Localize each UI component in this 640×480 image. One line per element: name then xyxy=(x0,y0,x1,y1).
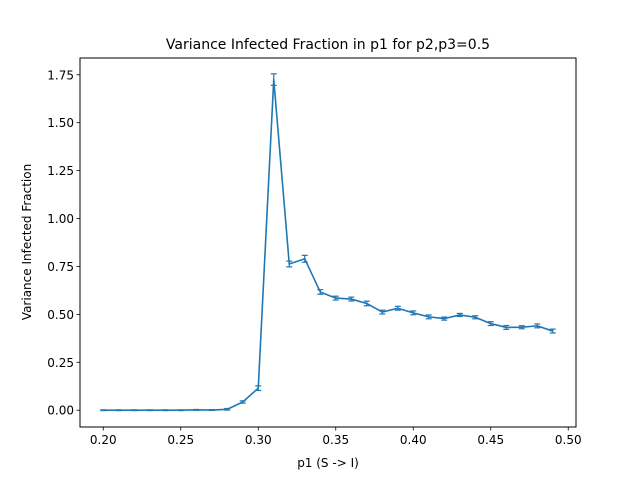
error-bar xyxy=(472,315,479,320)
error-bar xyxy=(162,409,169,412)
y-axis-label: Variance Infected Fraction xyxy=(20,164,34,320)
x-tick-label: 0.40 xyxy=(400,433,427,447)
y-tick-label: 1.00 xyxy=(47,212,74,226)
x-axis: 0.20 0.25 0.30 0.35 0.40 0.45 0.50 xyxy=(90,427,582,447)
error-bar xyxy=(456,312,463,318)
error-bar xyxy=(534,323,541,329)
error-bar xyxy=(270,73,277,86)
error-bar xyxy=(255,385,262,392)
error-bar xyxy=(394,305,401,311)
y-tick-label: 0.75 xyxy=(47,260,74,274)
error-bar xyxy=(487,321,494,327)
error-bar xyxy=(379,309,386,315)
y-tick-label: 0.50 xyxy=(47,308,74,322)
error-bar xyxy=(286,260,293,268)
error-bar xyxy=(332,295,339,301)
y-axis: 0.00 0.25 0.50 0.75 1.00 1.25 1.50 1.75 xyxy=(47,68,80,418)
error-bar xyxy=(363,300,370,307)
y-tick-label: 1.50 xyxy=(47,116,74,130)
error-bar xyxy=(208,409,215,412)
error-bar xyxy=(131,409,138,412)
error-bar xyxy=(193,408,200,411)
error-bar xyxy=(115,409,122,412)
x-tick-label: 0.30 xyxy=(245,433,272,447)
error-bar xyxy=(518,325,525,330)
plot-area xyxy=(79,57,577,428)
error-bar xyxy=(146,409,153,412)
error-bar xyxy=(410,310,417,316)
error-bar xyxy=(177,409,184,412)
error-bar xyxy=(441,316,448,321)
error-bar xyxy=(239,400,246,404)
y-tick-label: 0.25 xyxy=(47,356,74,370)
y-tick-label: 1.75 xyxy=(47,68,74,82)
error-bar xyxy=(317,289,324,295)
y-tick-label: 0.00 xyxy=(47,404,74,418)
data-layer xyxy=(100,73,556,412)
axes-frame xyxy=(79,57,577,428)
error-bar xyxy=(100,409,107,412)
error-bar xyxy=(301,254,308,263)
error-bar xyxy=(503,324,510,330)
x-tick-label: 0.50 xyxy=(555,433,582,447)
y-tick-label: 1.25 xyxy=(47,164,74,178)
x-tick-label: 0.20 xyxy=(90,433,117,447)
error-bar xyxy=(348,296,355,302)
chart-title: Variance Infected Fraction in p1 for p2,… xyxy=(166,37,490,53)
error-bar xyxy=(549,328,556,334)
error-bar xyxy=(425,314,432,320)
x-tick-label: 0.45 xyxy=(477,433,504,447)
x-tick-label: 0.25 xyxy=(167,433,194,447)
error-bar xyxy=(224,407,231,411)
x-axis-label: p1 (S -> I) xyxy=(297,456,359,470)
x-tick-label: 0.35 xyxy=(322,433,349,447)
